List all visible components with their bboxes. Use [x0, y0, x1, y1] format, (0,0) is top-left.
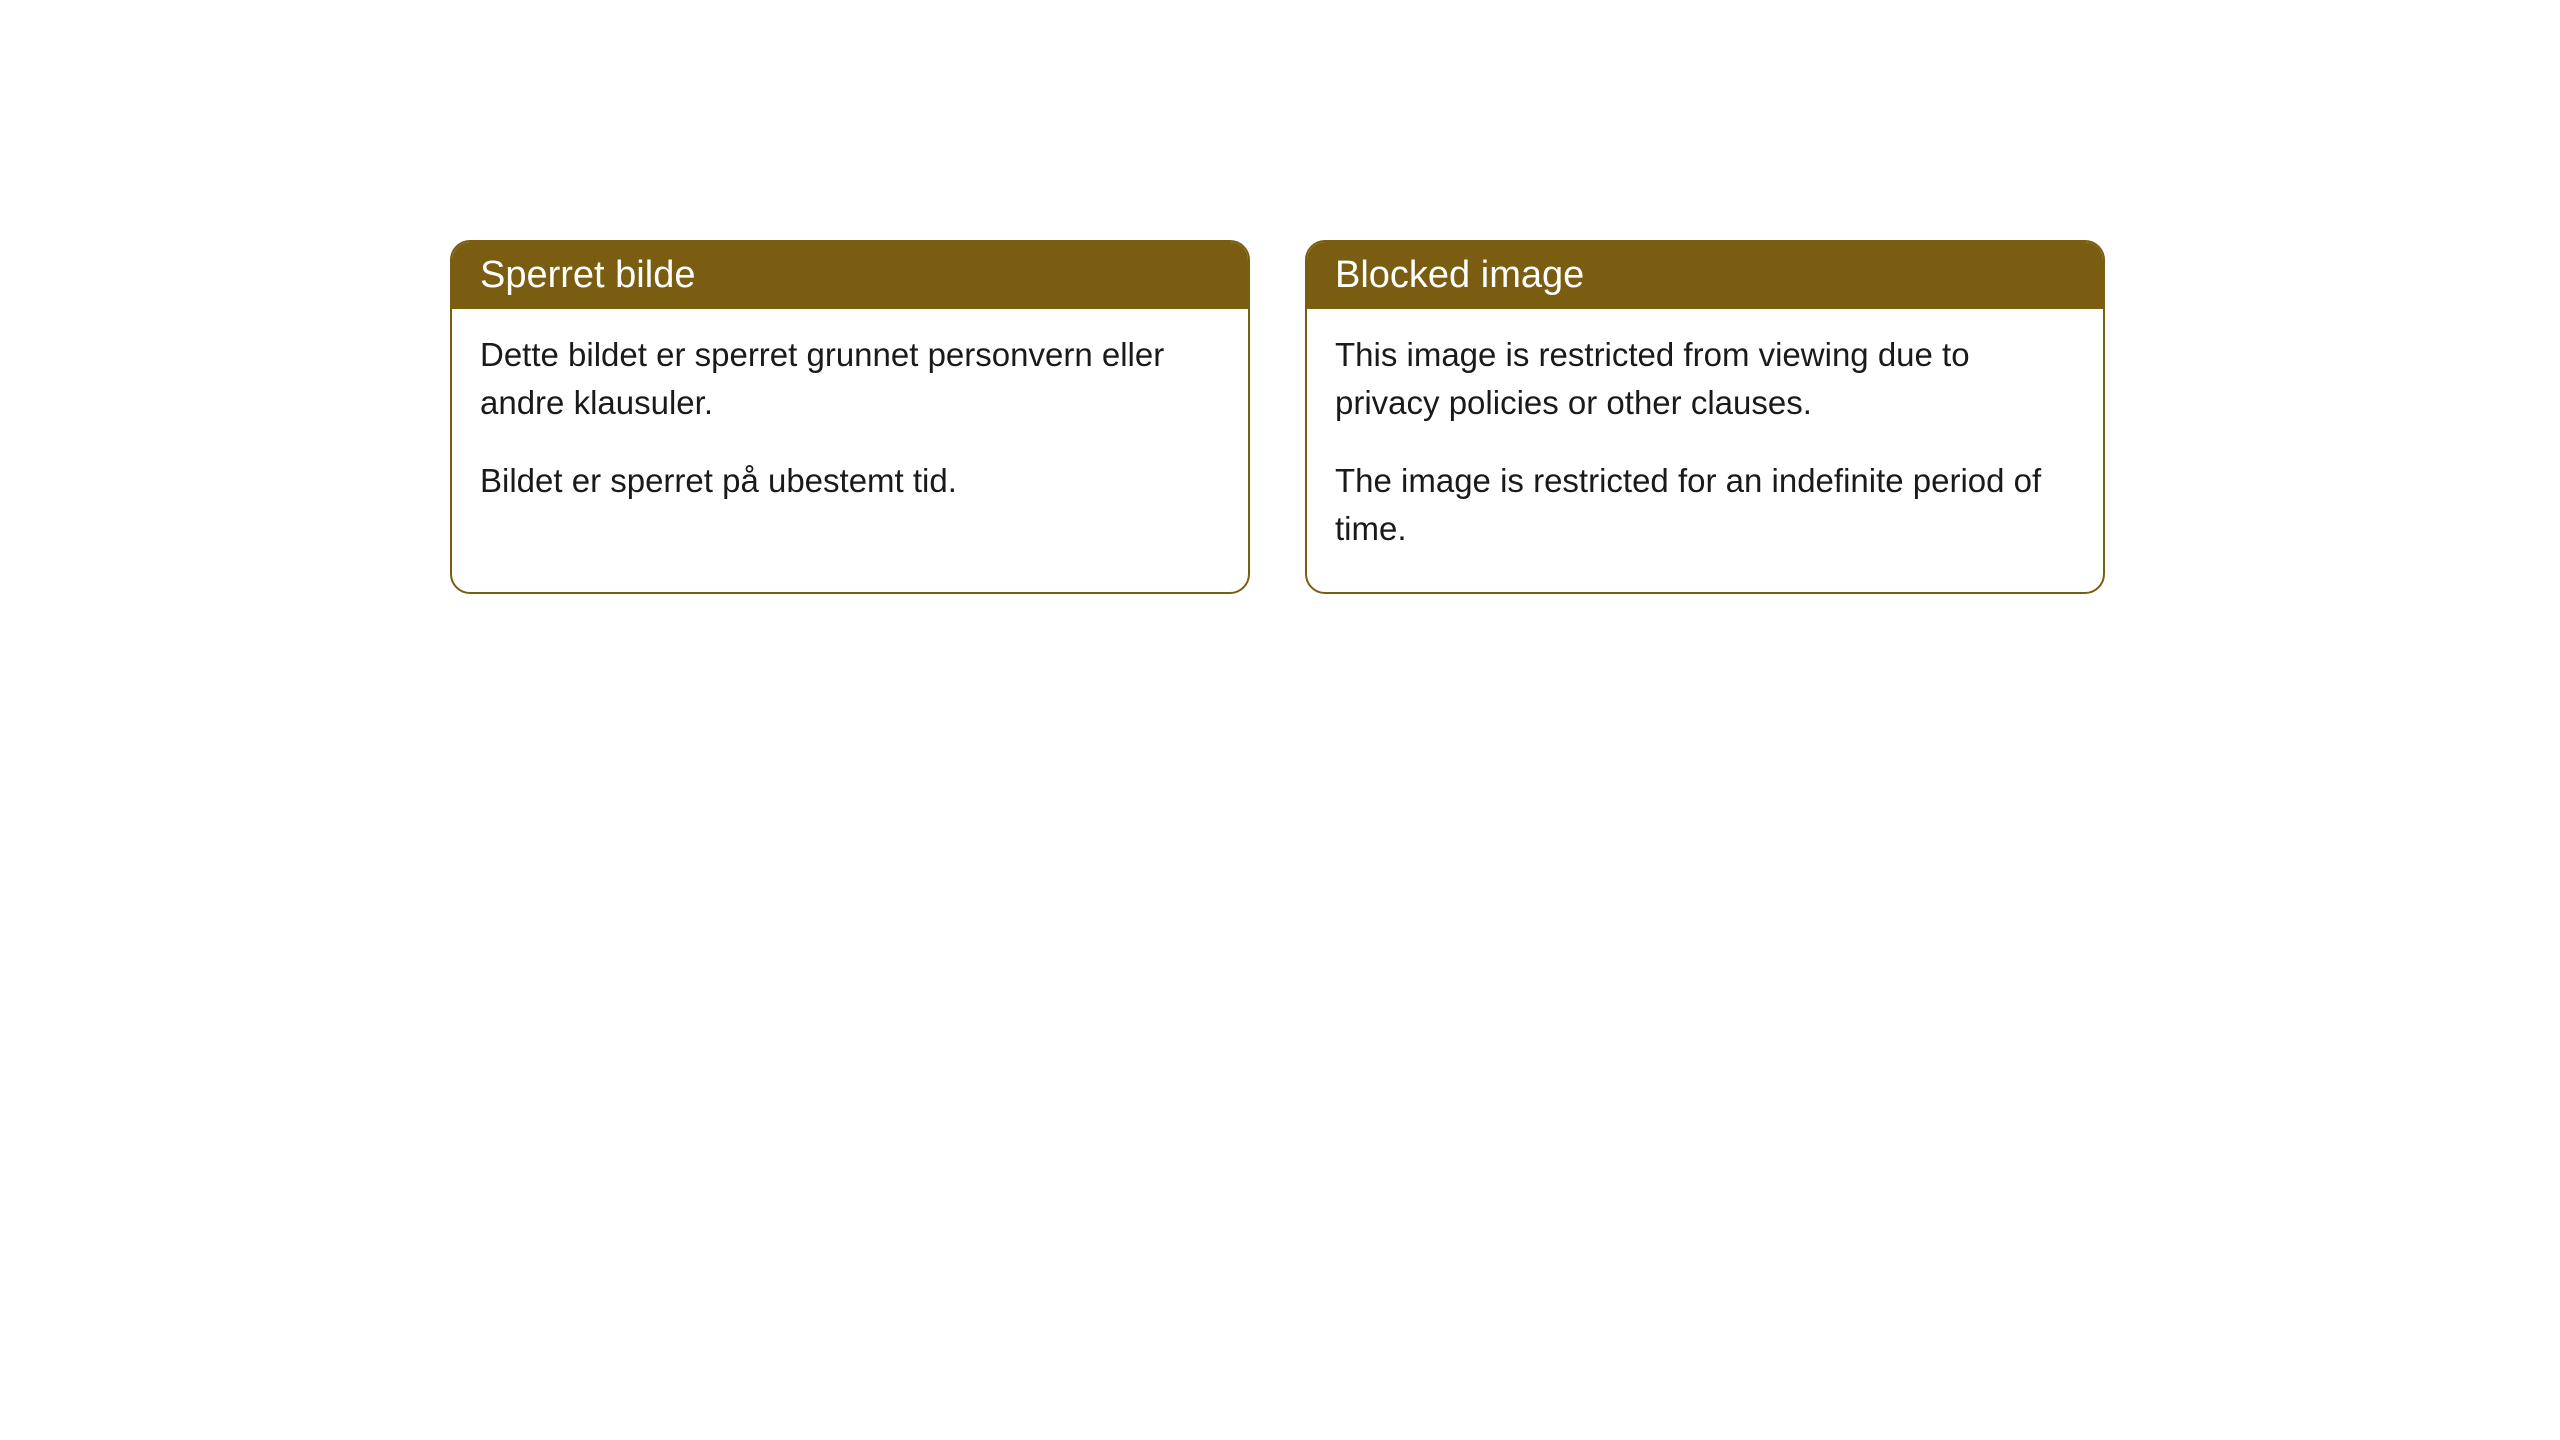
- card-header-en: Blocked image: [1307, 242, 2103, 309]
- card-paragraph: This image is restricted from viewing du…: [1335, 331, 2075, 427]
- blocked-image-card-no: Sperret bilde Dette bildet er sperret gr…: [450, 240, 1250, 594]
- card-body-no: Dette bildet er sperret grunnet personve…: [452, 309, 1248, 545]
- blocked-image-card-en: Blocked image This image is restricted f…: [1305, 240, 2105, 594]
- card-body-en: This image is restricted from viewing du…: [1307, 309, 2103, 592]
- notice-cards-container: Sperret bilde Dette bildet er sperret gr…: [450, 240, 2105, 594]
- card-paragraph: Dette bildet er sperret grunnet personve…: [480, 331, 1220, 427]
- card-header-no: Sperret bilde: [452, 242, 1248, 309]
- card-paragraph: Bildet er sperret på ubestemt tid.: [480, 457, 1220, 505]
- card-paragraph: The image is restricted for an indefinit…: [1335, 457, 2075, 553]
